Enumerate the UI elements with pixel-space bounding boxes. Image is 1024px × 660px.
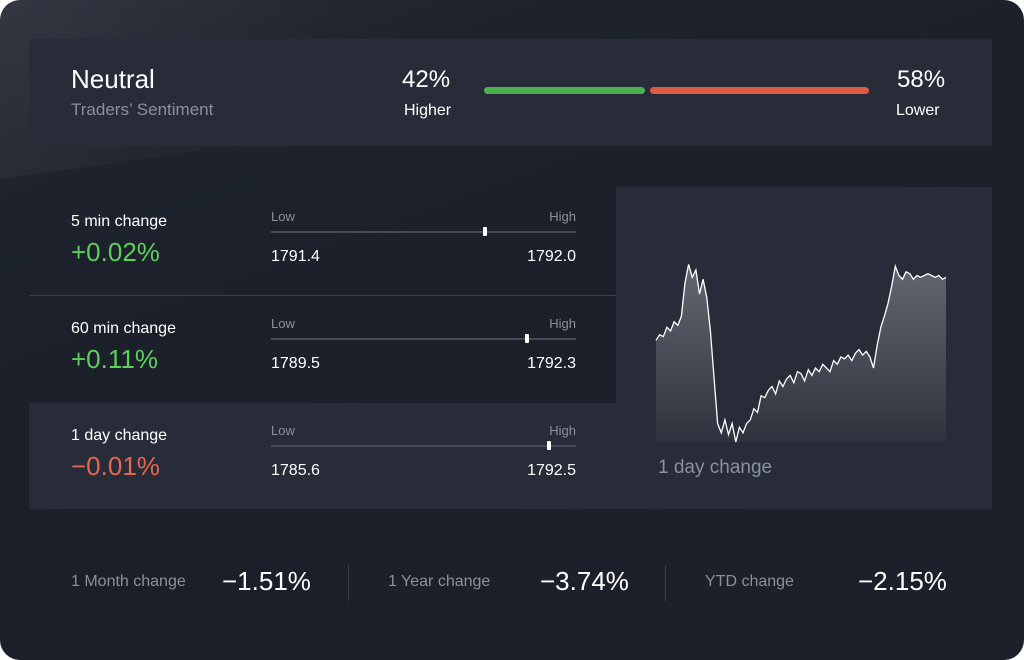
chart-series-line	[655, 263, 947, 443]
change-value: +0.11%	[71, 344, 158, 374]
change-value: +0.02%	[71, 237, 160, 267]
range-marker	[546, 441, 551, 450]
chart-label: 1 day change	[658, 457, 773, 478]
summary-value-1year: −3.74%	[540, 566, 629, 596]
range-high-label: High	[549, 423, 576, 438]
range-low-label: Low	[271, 209, 295, 224]
range-low-value: 1789.5	[271, 355, 320, 372]
summary-label-ytd: YTD change	[705, 573, 794, 590]
range-low-label: Low	[271, 316, 295, 331]
sentiment-bar-lower	[650, 87, 869, 94]
range-marker	[482, 227, 487, 236]
range-high-label: High	[549, 209, 576, 224]
summary-divider	[665, 565, 666, 601]
chart-panel: 1 day change	[616, 187, 992, 509]
range-high-value: 1792.0	[527, 248, 576, 265]
range-low-value: 1785.6	[271, 462, 320, 479]
change-row-60min[interactable]: 60 min change +0.11% Low High 1789.5 179…	[29, 296, 616, 402]
sentiment-bar-higher	[484, 87, 645, 94]
lower-label: Lower	[896, 102, 940, 119]
higher-percent: 42%	[402, 66, 451, 93]
summary-divider	[348, 565, 349, 601]
range-high-value: 1792.3	[527, 355, 576, 372]
range-high-label: High	[549, 316, 576, 331]
change-label: 60 min change	[71, 320, 176, 337]
change-label: 5 min change	[71, 213, 168, 230]
traders-sentiment-panel: Neutral Traders’ Sentiment 42% Higher 58…	[29, 39, 992, 146]
change-row-1day[interactable]: 1 day change −0.01% Low High 1785.6 1792…	[29, 403, 616, 509]
summary-label-1month: 1 Month change	[71, 573, 186, 590]
range-low-label: Low	[271, 423, 295, 438]
change-value: −0.01%	[71, 451, 160, 481]
row-divider	[29, 295, 616, 296]
range-track	[271, 227, 576, 236]
range-low-value: 1791.4	[271, 248, 320, 265]
range-marker	[525, 334, 530, 343]
sentiment-title: Neutral	[71, 64, 155, 94]
chart-area-fill	[656, 264, 946, 442]
change-label: 1 day change	[71, 427, 168, 444]
summary-value-1month: −1.51%	[222, 566, 311, 596]
summary-label-1year: 1 Year change	[388, 573, 491, 590]
sentiment-subtitle: Traders’ Sentiment	[71, 100, 214, 119]
summary-value-ytd: −2.15%	[858, 566, 947, 596]
price-chart	[655, 263, 947, 443]
range-high-value: 1792.5	[527, 462, 576, 479]
range-track	[271, 334, 576, 343]
lower-percent: 58%	[897, 66, 946, 93]
change-row-5min[interactable]: 5 min change +0.02% Low High 1791.4 1792…	[29, 189, 616, 295]
higher-label: Higher	[404, 102, 452, 119]
range-track	[271, 441, 576, 450]
